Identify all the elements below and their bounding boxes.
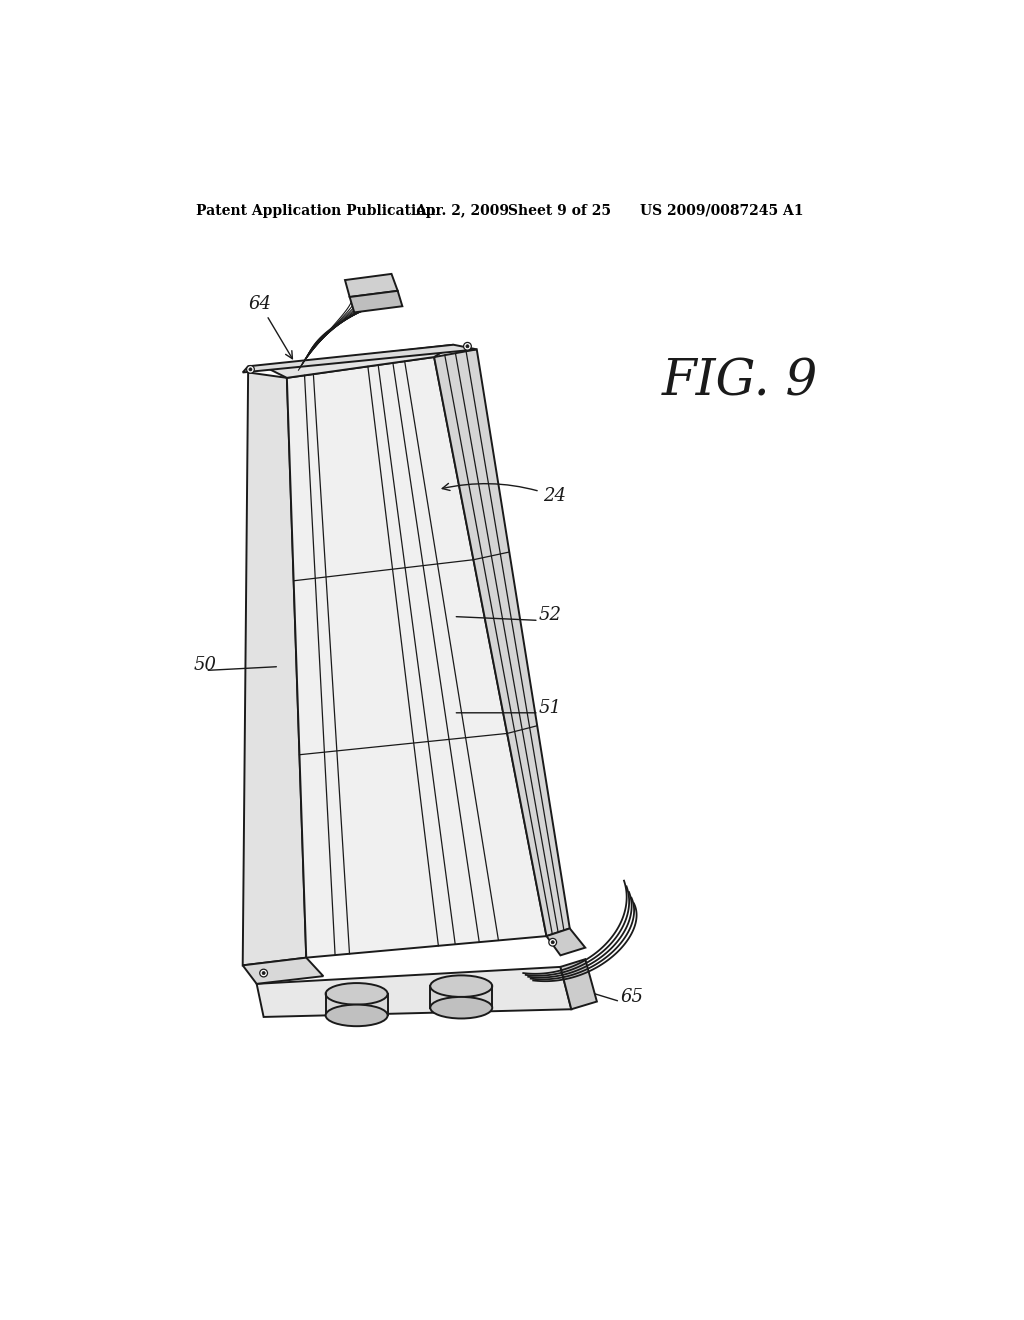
Polygon shape — [287, 358, 547, 958]
Ellipse shape — [430, 975, 493, 997]
Circle shape — [551, 941, 554, 944]
Text: Apr. 2, 2009: Apr. 2, 2009 — [415, 203, 509, 218]
Polygon shape — [345, 275, 397, 297]
Ellipse shape — [430, 997, 493, 1019]
Text: 65: 65 — [621, 987, 643, 1006]
Polygon shape — [547, 928, 586, 956]
Polygon shape — [263, 345, 454, 378]
Text: Sheet 9 of 25: Sheet 9 of 25 — [508, 203, 610, 218]
Text: 64: 64 — [248, 294, 293, 359]
Polygon shape — [243, 345, 477, 372]
Polygon shape — [349, 290, 402, 313]
Circle shape — [464, 342, 471, 350]
Text: US 2009/0087245 A1: US 2009/0087245 A1 — [640, 203, 803, 218]
Ellipse shape — [326, 1005, 388, 1026]
Polygon shape — [430, 986, 493, 1007]
Polygon shape — [243, 958, 324, 983]
Circle shape — [260, 969, 267, 977]
Circle shape — [549, 939, 557, 946]
Polygon shape — [257, 966, 571, 1016]
Circle shape — [466, 345, 469, 348]
Text: 50: 50 — [194, 656, 217, 675]
Text: 52: 52 — [539, 606, 562, 624]
Circle shape — [249, 368, 252, 371]
Text: FIG. 9: FIG. 9 — [663, 356, 818, 407]
Text: 24: 24 — [442, 483, 565, 506]
Ellipse shape — [326, 983, 388, 1005]
Polygon shape — [326, 994, 388, 1015]
Text: Patent Application Publication: Patent Application Publication — [197, 203, 436, 218]
Polygon shape — [434, 350, 569, 936]
Polygon shape — [243, 372, 306, 965]
Polygon shape — [560, 960, 597, 1010]
Circle shape — [247, 366, 254, 374]
Text: 51: 51 — [539, 698, 562, 717]
Circle shape — [262, 972, 265, 974]
